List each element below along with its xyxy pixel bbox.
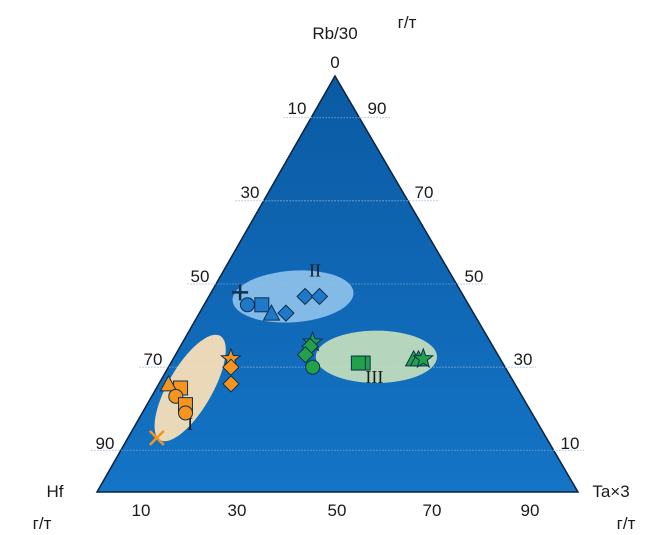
vertex-unit-top: г/т bbox=[398, 13, 417, 32]
triangle-marker bbox=[262, 304, 281, 321]
field-label-III: III bbox=[365, 367, 383, 387]
diamond-marker bbox=[277, 304, 295, 322]
tick-label-bottom: 30 bbox=[228, 501, 247, 520]
tick-label-left: 70 bbox=[144, 350, 163, 369]
vertex-label-left: Hf bbox=[47, 482, 64, 501]
square-marker bbox=[254, 297, 270, 313]
square-marker bbox=[350, 355, 366, 371]
tick-label-bottom: 70 bbox=[423, 501, 442, 520]
field-label-I: I bbox=[187, 414, 193, 434]
circle-marker bbox=[178, 405, 194, 421]
tick-label-bottom: 10 bbox=[132, 501, 151, 520]
vertex-unit-right: г/т bbox=[617, 514, 636, 533]
circle-marker bbox=[239, 297, 255, 313]
tick-label-left: 30 bbox=[241, 183, 260, 202]
tick-label-left: 50 bbox=[191, 267, 210, 286]
diamond-marker bbox=[222, 358, 240, 376]
tick-label-right: 70 bbox=[415, 183, 434, 202]
diamond-marker bbox=[310, 287, 329, 306]
circle-marker bbox=[305, 359, 321, 375]
tick-label-left: 0 bbox=[330, 53, 339, 72]
vertex-label-right: Ta×3 bbox=[592, 482, 629, 501]
tick-label-left: 90 bbox=[96, 434, 115, 453]
plus-marker bbox=[232, 284, 249, 301]
vertex-unit-left: г/т bbox=[33, 514, 52, 533]
field-label-II: II bbox=[309, 260, 321, 280]
diamond-marker bbox=[222, 375, 240, 393]
diamond-marker bbox=[296, 287, 314, 306]
tick-label-right: 10 bbox=[561, 434, 580, 453]
tick-label-bottom: 50 bbox=[328, 501, 347, 520]
triangle-marker bbox=[159, 374, 178, 392]
cross-marker bbox=[148, 430, 165, 446]
star-marker bbox=[412, 347, 435, 369]
tick-label-right: 50 bbox=[465, 267, 484, 286]
tick-label-left: 10 bbox=[288, 99, 307, 118]
field-III bbox=[315, 330, 437, 384]
tick-label-right: 90 bbox=[368, 99, 387, 118]
field-I bbox=[154, 334, 226, 442]
tick-label-bottom: 90 bbox=[521, 501, 540, 520]
diamond-marker bbox=[296, 346, 315, 364]
cross-stroke bbox=[148, 430, 165, 446]
tick-label-right: 30 bbox=[514, 350, 533, 369]
vertex-label-top: Rb/30 bbox=[312, 24, 357, 43]
